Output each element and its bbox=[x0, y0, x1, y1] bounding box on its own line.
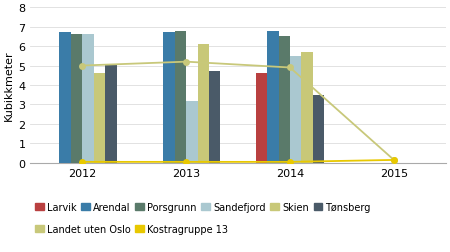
Bar bbox=[71, 35, 82, 163]
Bar bbox=[279, 37, 290, 163]
Bar bbox=[186, 101, 198, 163]
Bar bbox=[94, 74, 105, 163]
Bar bbox=[175, 32, 186, 163]
Bar bbox=[313, 95, 324, 163]
Bar bbox=[267, 32, 279, 163]
Bar bbox=[290, 57, 302, 163]
Legend: Landet uten Oslo, Kostragruppe 13: Landet uten Oslo, Kostragruppe 13 bbox=[35, 224, 228, 234]
Bar bbox=[82, 35, 94, 163]
Bar bbox=[302, 53, 313, 163]
Bar bbox=[209, 72, 220, 163]
Y-axis label: Kubikkmeter: Kubikkmeter bbox=[4, 50, 14, 121]
Bar bbox=[105, 64, 117, 163]
Bar bbox=[59, 33, 71, 163]
Bar bbox=[163, 33, 175, 163]
Bar bbox=[256, 74, 267, 163]
Bar bbox=[198, 45, 209, 163]
